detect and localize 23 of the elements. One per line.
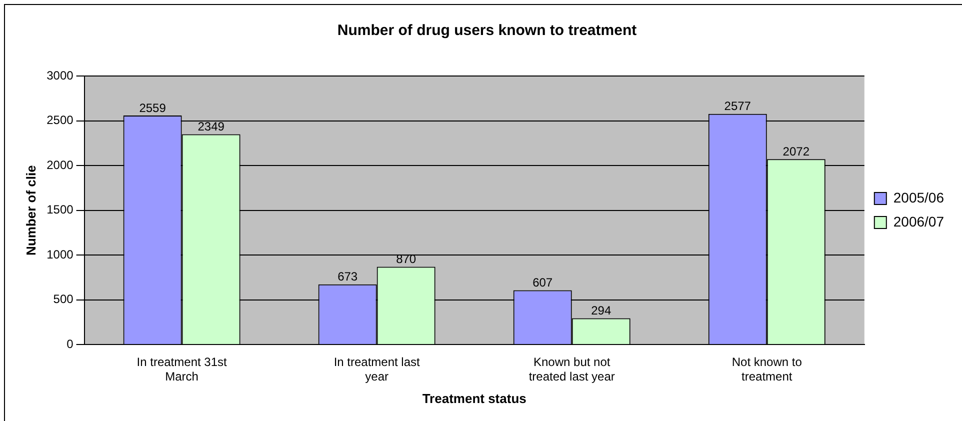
x-tick-label: In treatment last year bbox=[334, 355, 421, 384]
y-tick-label: 2000 bbox=[46, 158, 74, 172]
x-tick-label: Not known to treatment bbox=[732, 355, 802, 384]
y-tick-label: 500 bbox=[53, 292, 74, 306]
data-label: 673 bbox=[338, 270, 358, 284]
chart-title: Number of drug users known to treatment bbox=[337, 22, 637, 40]
data-label: 2072 bbox=[782, 144, 810, 158]
legend-label: 2006/07 bbox=[893, 213, 944, 230]
x-tick-label: In treatment 31st March bbox=[136, 355, 228, 384]
y-tick-label: 1000 bbox=[46, 247, 74, 262]
data-label: 2577 bbox=[724, 99, 752, 114]
data-label: 607 bbox=[532, 276, 553, 290]
y-axis-title: Number of clie bbox=[23, 165, 38, 256]
y-tick-label: 1500 bbox=[46, 202, 74, 217]
y-tick-label: 2500 bbox=[46, 113, 74, 128]
x-tick-label: Known but not treated last year bbox=[528, 355, 615, 384]
y-tick-label: 3000 bbox=[46, 68, 74, 82]
y-tick-label: 0 bbox=[66, 336, 74, 351]
legend-label: 2005/06 bbox=[893, 189, 944, 206]
x-axis-title: Treatment status bbox=[422, 390, 526, 406]
data-label: 294 bbox=[591, 304, 612, 318]
data-label: 2559 bbox=[139, 100, 166, 115]
data-label: 2349 bbox=[198, 120, 225, 134]
